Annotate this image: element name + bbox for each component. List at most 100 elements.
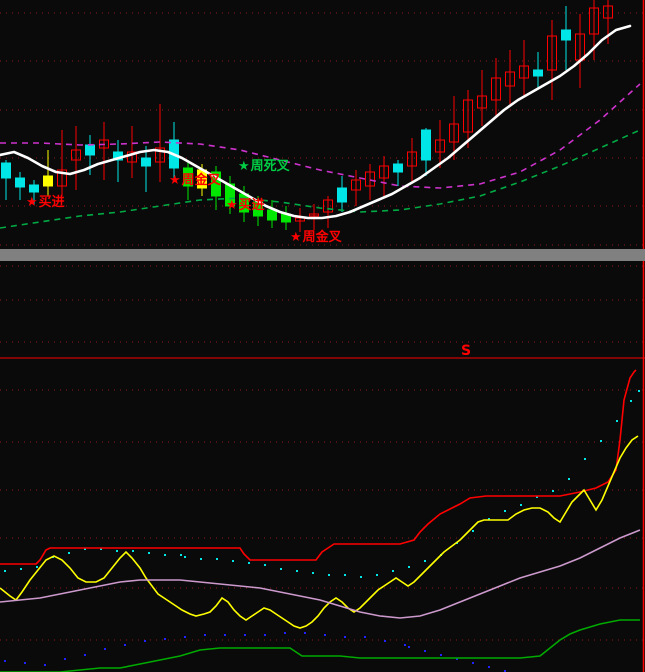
- price-chart-svg[interactable]: [0, 0, 645, 249]
- signal-label-week-dead-1: ★周死叉: [238, 160, 290, 173]
- band-lower-line: [0, 129, 641, 229]
- star-icon: ★: [169, 173, 181, 188]
- candle-body: [449, 123, 459, 143]
- candle-0[interactable]: [1, 160, 11, 200]
- dot-marker: [116, 550, 118, 552]
- candle-36[interactable]: [505, 50, 515, 104]
- candle-2[interactable]: [29, 180, 39, 205]
- candle-23[interactable]: [323, 196, 333, 228]
- dot-marker: [488, 518, 490, 520]
- candle-19[interactable]: [267, 200, 277, 228]
- dot-marker: [312, 572, 314, 574]
- dot-marker: [488, 666, 490, 668]
- star-icon: ★: [238, 159, 250, 174]
- dot-marker: [64, 658, 66, 660]
- candle-body: [547, 35, 557, 71]
- candle-11[interactable]: [155, 104, 165, 182]
- signal-label-buy-1: ★买进: [26, 196, 65, 209]
- dot-marker: [344, 574, 346, 576]
- price-candlestick-panel[interactable]: ★买进 ★周金叉 ★周死叉 ★买进 ★周金叉: [0, 0, 645, 249]
- candle-13[interactable]: [183, 160, 193, 200]
- candle-42[interactable]: [589, 0, 599, 60]
- candle-34[interactable]: [477, 70, 487, 126]
- dot-marker: [304, 632, 306, 634]
- indicator-background: [0, 261, 645, 672]
- indicator-chart-svg[interactable]: [0, 261, 645, 672]
- candle-body: [407, 151, 417, 167]
- candle-26[interactable]: [365, 164, 375, 200]
- dot-marker: [200, 558, 202, 560]
- dot-marker: [456, 658, 458, 660]
- dot-marker: [392, 570, 394, 572]
- candle-24[interactable]: [337, 176, 347, 212]
- candle-body: [1, 162, 11, 179]
- dot-marker: [204, 634, 206, 636]
- candle-1[interactable]: [15, 172, 25, 200]
- panel-splitter-handle[interactable]: [0, 249, 645, 261]
- series-baseline-violet: [0, 529, 641, 619]
- candle-32[interactable]: [449, 96, 459, 160]
- series-zigzag-yellow: [0, 435, 639, 629]
- dot-marker: [440, 654, 442, 656]
- dot-marker: [364, 636, 366, 638]
- dot-marker: [408, 566, 410, 568]
- dot-marker: [84, 548, 86, 550]
- dot-marker: [148, 552, 150, 554]
- dot-marker: [44, 664, 46, 666]
- candle-3[interactable]: [43, 150, 53, 196]
- dot-marker: [4, 660, 6, 662]
- candle-35[interactable]: [491, 58, 501, 118]
- candle-body: [127, 151, 137, 163]
- candle-10[interactable]: [141, 146, 151, 192]
- candle-37[interactable]: [519, 40, 529, 96]
- candle-4[interactable]: [57, 130, 67, 196]
- candle-body: [561, 29, 571, 41]
- dot-marker: [24, 662, 26, 664]
- candle-38[interactable]: [533, 52, 543, 88]
- dot-marker: [384, 640, 386, 642]
- dot-marker: [472, 662, 474, 664]
- candle-body: [533, 69, 543, 77]
- candle-33[interactable]: [463, 90, 473, 148]
- candle-25[interactable]: [351, 170, 361, 206]
- signal-label-buy-2: ★买进: [226, 199, 265, 212]
- dot-marker: [264, 634, 266, 636]
- candle-5[interactable]: [71, 126, 81, 190]
- dot-marker: [504, 670, 506, 672]
- star-icon: ★: [226, 198, 238, 213]
- dot-marker: [630, 400, 632, 402]
- oscillator-indicator-panel[interactable]: S: [0, 261, 645, 672]
- dot-marker: [520, 504, 522, 506]
- dot-marker: [216, 558, 218, 560]
- candle-15[interactable]: [211, 166, 221, 210]
- dot-marker: [424, 650, 426, 652]
- dot-marker: [424, 560, 426, 562]
- candle-body: [15, 177, 25, 188]
- candle-body: [267, 209, 277, 221]
- dot-marker: [536, 496, 538, 498]
- price-background: [0, 0, 645, 249]
- dot-marker: [164, 554, 166, 556]
- dot-marker: [568, 478, 570, 480]
- dot-marker: [552, 490, 554, 492]
- candle-40[interactable]: [561, 6, 571, 70]
- candle-body: [463, 99, 473, 133]
- candle-30[interactable]: [421, 128, 431, 176]
- candle-body: [379, 165, 389, 179]
- candle-body: [365, 171, 375, 187]
- candle-9[interactable]: [127, 126, 137, 178]
- dot-marker: [376, 574, 378, 576]
- candle-29[interactable]: [407, 138, 417, 182]
- dot-marker: [600, 440, 602, 442]
- blue-dots: [4, 632, 506, 672]
- candle-31[interactable]: [435, 120, 445, 168]
- dot-marker: [584, 458, 586, 460]
- candle-body: [323, 199, 333, 213]
- candle-27[interactable]: [379, 156, 389, 196]
- dot-marker: [248, 562, 250, 564]
- candle-39[interactable]: [547, 20, 557, 100]
- candle-body: [71, 149, 81, 161]
- candle-body: [351, 179, 361, 191]
- candle-28[interactable]: [393, 160, 403, 186]
- candle-body: [85, 144, 95, 156]
